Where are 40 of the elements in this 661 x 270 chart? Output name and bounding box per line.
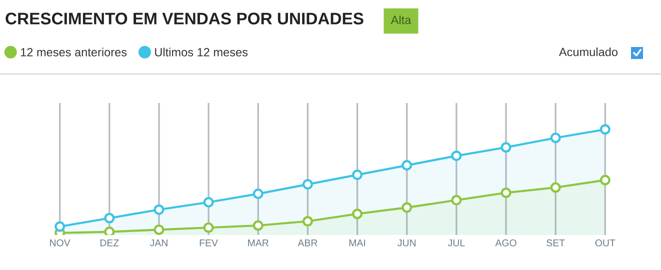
point xyxy=(104,212,115,224)
point xyxy=(252,220,264,231)
point xyxy=(500,142,512,153)
x-tick-label: DEZ xyxy=(100,240,119,246)
point xyxy=(154,204,164,215)
point xyxy=(550,182,561,193)
point xyxy=(54,221,66,232)
point xyxy=(252,188,264,200)
x-tick-label: MAI xyxy=(349,240,366,246)
point xyxy=(600,174,610,186)
text: Alta xyxy=(390,16,412,24)
point xyxy=(203,222,214,233)
x-tick-label: AGO xyxy=(495,239,516,246)
x-tick-label: MAR xyxy=(248,240,268,246)
text: Acumulado xyxy=(558,48,618,56)
x-tick-label: NOV xyxy=(50,239,70,246)
x-tick-label: ABR xyxy=(298,240,318,246)
point xyxy=(104,226,115,235)
x-tick-label: JAN xyxy=(150,240,168,246)
chart-title: CRESCIMENTO EM VENDAS POR UNIDADES xyxy=(6,12,364,24)
x-tick-label: FEV xyxy=(200,240,218,246)
point xyxy=(352,170,363,180)
point xyxy=(154,224,164,235)
point xyxy=(352,208,363,220)
legend-label: Ultimos 12 meses xyxy=(155,48,248,56)
point xyxy=(451,150,462,162)
point xyxy=(203,196,214,208)
point xyxy=(402,160,412,171)
x-tick-label: JUN xyxy=(398,240,416,246)
point xyxy=(302,216,313,227)
point xyxy=(302,179,313,190)
point xyxy=(550,132,561,144)
x-tick-label: OUT xyxy=(595,239,616,246)
point xyxy=(600,124,610,135)
x-tick-label: SET xyxy=(546,239,565,246)
point xyxy=(451,194,462,206)
point xyxy=(500,187,512,198)
legend-label: 12 meses anteriores xyxy=(20,48,127,56)
x-tick-label: JUL xyxy=(448,240,465,246)
point xyxy=(402,202,412,213)
